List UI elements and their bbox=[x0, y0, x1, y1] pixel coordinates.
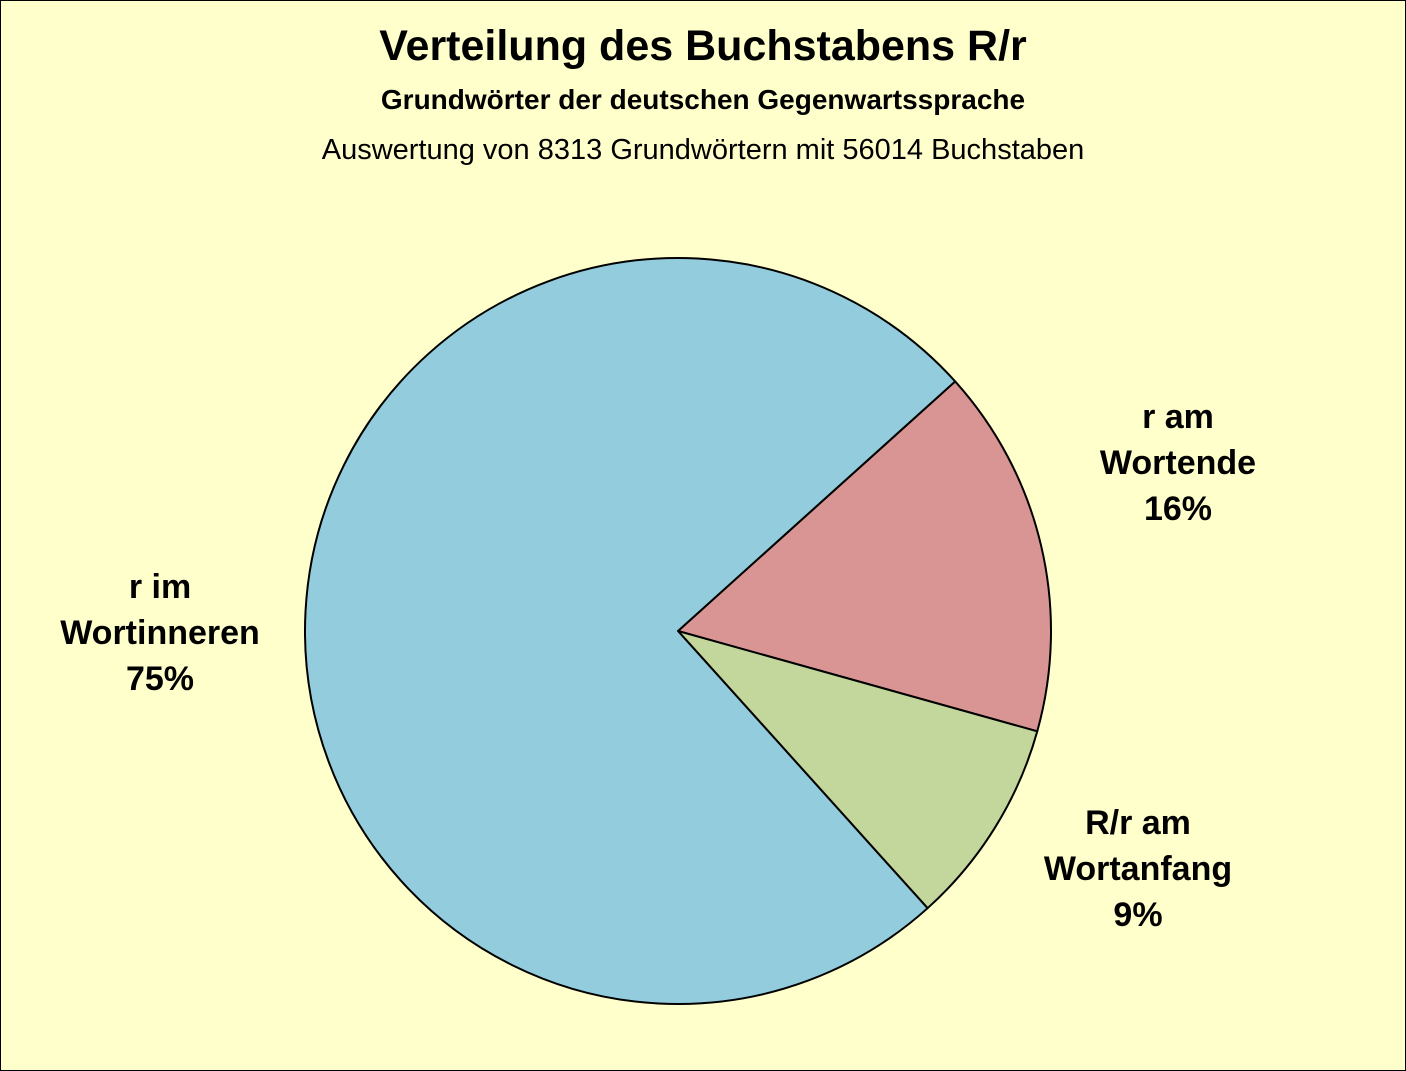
slice-percent: 75% bbox=[125, 660, 195, 698]
slice-label-line2: Wortende bbox=[1099, 444, 1257, 482]
slice-wortende bbox=[677, 380, 1052, 733]
slice-label-line2: Wortinneren bbox=[60, 614, 260, 652]
chart-note: Auswertung von 8313 Grundwörtern mit 560… bbox=[321, 134, 1085, 166]
slice-wortanfang bbox=[677, 630, 1039, 910]
slice-label-line2: Wortanfang bbox=[1043, 850, 1233, 888]
slice-label-wortanfang: R/r am Wortanfang 9% bbox=[1044, 800, 1232, 938]
slice-label-line1: R/r am bbox=[1085, 804, 1191, 842]
slice-label-line1: r im bbox=[128, 568, 192, 606]
slice-wortinneren bbox=[304, 257, 957, 1005]
slice-label-line1: r am bbox=[1142, 398, 1214, 436]
slice-label-wortende: r am Wortende 16% bbox=[1100, 394, 1256, 532]
chart-title: Verteilung des Buchstabens R/r bbox=[379, 22, 1027, 70]
slice-percent: 16% bbox=[1143, 490, 1213, 528]
chart-subtitle: Grundwörter der deutschen Gegenwartsspra… bbox=[380, 84, 1026, 115]
slice-label-wortinneren: r im Wortinneren 75% bbox=[60, 564, 260, 702]
slice-percent: 9% bbox=[1113, 896, 1163, 934]
